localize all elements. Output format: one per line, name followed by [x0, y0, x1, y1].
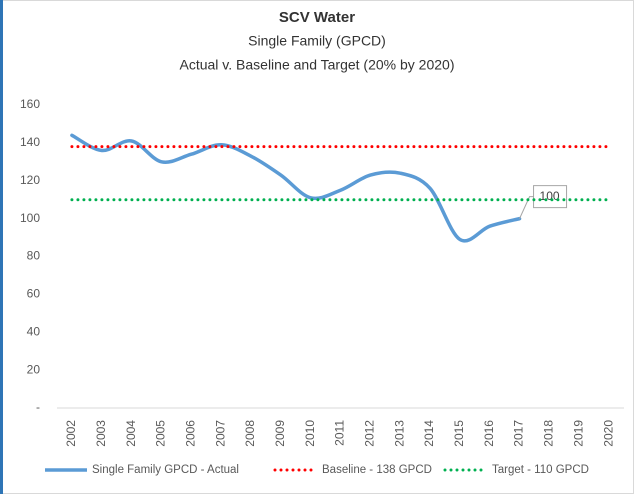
edge — [0, 0, 3, 494]
x-tick-label: 2002 — [64, 420, 78, 447]
y-tick-label: 40 — [27, 324, 41, 338]
x-tick-label: 2008 — [243, 420, 257, 447]
label-callout — [519, 196, 534, 219]
x-tick-label: 2005 — [154, 420, 168, 447]
y-tick-label: 120 — [20, 173, 40, 187]
y-tick-label: 80 — [27, 249, 41, 263]
x-tick-label: 2016 — [482, 420, 496, 447]
x-tick-label: 2011 — [333, 420, 347, 446]
label-box — [533, 185, 568, 209]
x-tick-label: 2007 — [213, 420, 227, 447]
legend-label: Single Family GPCD - Actual — [92, 464, 239, 476]
y-tick-label: 160 — [20, 97, 40, 111]
x-tick-label: 2003 — [94, 420, 108, 447]
y-tick-label: - — [36, 400, 40, 414]
legend-label: Baseline - 138 GPCD — [322, 464, 432, 476]
y-tick-label: 100 — [20, 211, 40, 225]
x-tick-label: 2015 — [452, 420, 466, 447]
y-tick-label: 140 — [20, 135, 40, 149]
x-tick-label: 2017 — [512, 420, 526, 447]
x-tick-label: 2012 — [363, 420, 377, 447]
chart-subtitle: Single Family (GPCD) — [248, 33, 386, 49]
y-tick-label: 60 — [27, 287, 41, 301]
x-tick-label: 2006 — [183, 420, 197, 447]
x-tick-label: 2010 — [303, 420, 317, 447]
y-tick-label: 20 — [27, 362, 41, 376]
series-line — [70, 133, 522, 243]
x-tick-label: 2009 — [273, 420, 287, 447]
x-tick-label: 2013 — [392, 420, 406, 447]
legend-label: Target - 110 GPCD — [492, 464, 589, 476]
chart-title: SCV Water — [279, 9, 355, 26]
chart-subtitle: Actual v. Baseline and Target (20% by 20… — [180, 57, 455, 73]
x-tick-label: 2019 — [571, 420, 585, 447]
x-tick-label: 2020 — [601, 420, 615, 447]
x-tick-label: 2014 — [422, 420, 436, 447]
x-tick-label: 2004 — [124, 420, 138, 447]
x-tick-label: 2018 — [542, 420, 556, 447]
